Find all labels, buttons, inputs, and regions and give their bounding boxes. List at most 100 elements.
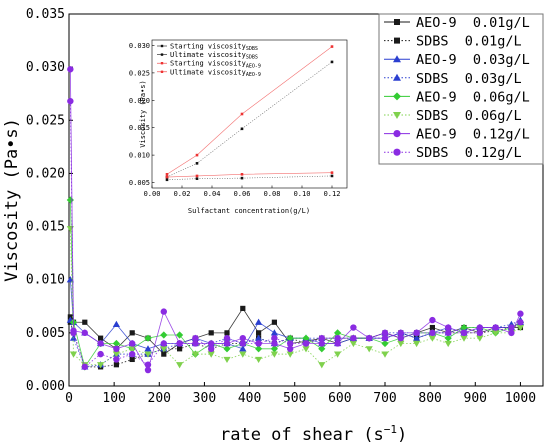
inset-x-tick-label: 0.00 — [144, 190, 161, 198]
data-point — [208, 340, 215, 347]
data-point — [429, 324, 435, 331]
inset-y-tick-label: 0.010 — [129, 152, 150, 160]
x-tick-label: 100 — [102, 391, 125, 406]
data-point — [350, 334, 357, 342]
data-point — [270, 329, 278, 336]
data-point — [177, 346, 183, 352]
data-point — [129, 350, 136, 358]
legend-label: AEO-9 0.01g/L — [416, 15, 530, 31]
data-point — [98, 335, 104, 341]
data-point — [160, 346, 168, 353]
inset-y-tick-label: 0.030 — [129, 42, 150, 50]
data-point — [302, 340, 310, 347]
data-point — [224, 330, 230, 336]
legend-label: AEO-9 0.12g/L — [416, 127, 530, 143]
main-axis-ticks: 0 100 200 300 400 500 600 700 800 900 1000 0.000 0.0… — [26, 7, 536, 406]
x-tick-label: 900 — [464, 391, 487, 406]
inset-legend-label: Ultimate viscositySDBS — [170, 51, 258, 61]
legend-marker — [393, 130, 401, 138]
inset-legend-label-main: Starting viscosity — [170, 43, 246, 51]
data-point — [112, 320, 120, 327]
data-point — [112, 351, 120, 358]
inset-legend-marker — [160, 62, 164, 65]
data-point — [66, 226, 74, 233]
data-point — [517, 310, 524, 317]
data-point — [144, 334, 152, 342]
data-point — [397, 329, 404, 337]
data-point — [160, 331, 168, 339]
data-point — [97, 362, 105, 369]
data-point — [492, 330, 500, 337]
y-axis-title: Viscosity (Pa•s) — [2, 118, 22, 282]
data-point — [113, 345, 120, 352]
inset-series-line — [166, 46, 333, 175]
data-point — [508, 329, 515, 337]
data-point — [445, 324, 452, 331]
data-point — [444, 340, 452, 348]
data-point — [208, 330, 214, 336]
inset-x-tick-label: 0.04 — [204, 190, 221, 198]
inset-series-2 — [165, 45, 334, 176]
inset-data-point — [330, 171, 334, 174]
series-7 — [67, 97, 524, 371]
inset-axis-ticks: 0.00 0.02 0.04 0.06 0.08 0.10 0.12 0.005 0.010 0.… — [129, 42, 341, 198]
data-point — [256, 330, 262, 336]
inset-legend-marker — [160, 70, 164, 73]
series-2 — [66, 276, 525, 352]
data-point — [476, 335, 484, 342]
inset-legend-marker — [160, 44, 164, 48]
inset-series-1 — [165, 174, 334, 182]
inset-data-point — [165, 175, 169, 179]
legend-items: AEO-9 0.01g/L SDBS 0.01g/L AEO-9 0.03g/L SD… — [384, 15, 530, 161]
inset-x-axis-title: Sulfactant concentration(g/L) — [188, 207, 310, 215]
data-point — [97, 350, 104, 358]
data-point — [381, 329, 389, 337]
data-point — [239, 351, 247, 358]
x-tick-label: 400 — [238, 391, 261, 406]
data-point — [160, 340, 167, 347]
y-tick-label: 0.025 — [26, 113, 65, 128]
legend-label: AEO-9 0.03g/L — [416, 52, 530, 68]
inset-data-point — [195, 162, 199, 165]
y-tick-label: 0.010 — [26, 273, 65, 288]
data-point — [428, 335, 436, 342]
inset-x-tick-label: 0.02 — [174, 190, 191, 198]
data-point — [302, 346, 310, 353]
data-point — [349, 340, 357, 348]
legend-label: SDBS 0.06g/L — [416, 108, 522, 124]
data-point — [334, 351, 342, 358]
data-point — [176, 331, 184, 339]
inset-legend-label-sub: AEO-9 — [246, 72, 261, 78]
data-point — [207, 351, 215, 358]
inset-legend-label-sub: SDBS — [246, 55, 258, 61]
data-point — [255, 356, 263, 364]
data-point — [318, 345, 326, 353]
data-point — [223, 345, 231, 353]
data-point — [144, 351, 152, 358]
data-point — [223, 356, 231, 364]
data-point — [161, 351, 167, 357]
inset-data-point — [330, 60, 334, 64]
inset-legend-label-main: Starting viscosity — [170, 60, 246, 68]
data-point — [413, 340, 421, 348]
data-point — [302, 334, 310, 342]
data-point — [255, 345, 263, 353]
legend-label: SDBS 0.03g/L — [416, 71, 522, 87]
x-axis-title: rate of shear (s−1) — [220, 423, 407, 445]
inset-legend-label: Starting viscositySDBS — [170, 43, 258, 53]
data-point — [318, 362, 326, 369]
data-point — [444, 334, 452, 342]
legend-label: AEO-9 0.06g/L — [416, 89, 530, 105]
data-point — [160, 308, 167, 315]
data-point — [460, 329, 468, 337]
legend-marker — [394, 19, 400, 25]
data-point — [113, 356, 120, 363]
data-point — [192, 334, 199, 342]
legend-label: SDBS 0.12g/L — [416, 145, 522, 161]
data-point — [365, 346, 373, 353]
x-tick-label: 200 — [148, 391, 171, 406]
inset-y-axis-title: Viscosity (Pa•s) — [139, 80, 147, 147]
inset-data-point — [165, 172, 169, 176]
data-point — [318, 340, 325, 347]
